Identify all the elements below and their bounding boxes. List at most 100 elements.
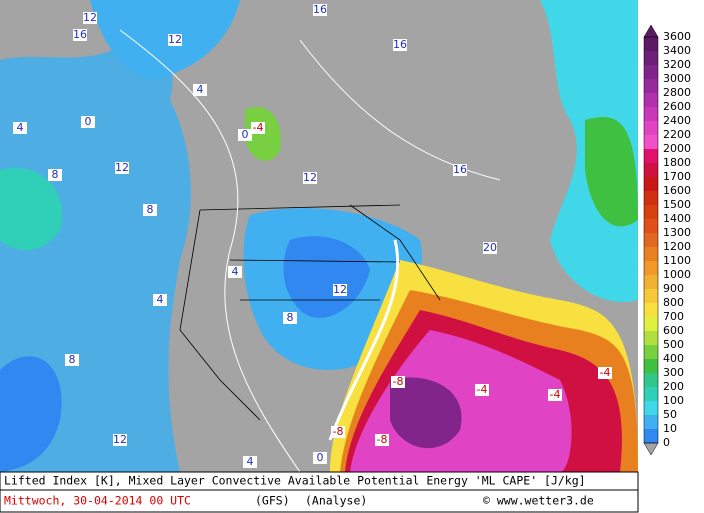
central-us-blue <box>283 236 370 318</box>
map-label: -4 <box>550 388 561 401</box>
colorbar-segment <box>644 65 658 79</box>
colorbar-label: 1600 <box>663 184 691 197</box>
map-label: 12 <box>303 171 317 184</box>
map-label-box <box>115 162 129 174</box>
map-label: -8 <box>333 425 344 438</box>
colorbar-label: 1800 <box>663 156 691 169</box>
colorbar-segment <box>644 149 658 163</box>
map-label-box <box>48 169 62 181</box>
map-label-box <box>391 376 405 388</box>
map-label: 0 <box>317 451 324 464</box>
atlantic-green <box>585 116 638 227</box>
colorbar-segment <box>644 429 658 443</box>
colorbar-segment <box>644 191 658 205</box>
map-label: 16 <box>73 28 87 41</box>
colorbar-label: 1400 <box>663 212 691 225</box>
map-label-box <box>228 266 242 278</box>
map-label: 16 <box>313 3 327 16</box>
map-label: 8 <box>147 203 154 216</box>
borders <box>179 204 441 421</box>
colorbar-segment <box>644 415 658 429</box>
map-label: 8 <box>287 311 294 324</box>
colorbar-segment <box>644 275 658 289</box>
map-label: 0 <box>242 128 249 141</box>
map-label: 16 <box>453 163 467 176</box>
map-label: 4 <box>232 265 239 278</box>
colorbar-label: 300 <box>663 366 684 379</box>
colorbar-label: 3000 <box>663 72 691 85</box>
caption-analysis: (Analyse) <box>305 494 367 508</box>
colorbar-label: 200 <box>663 380 684 393</box>
colorbar-segment <box>644 359 658 373</box>
colorbar-label: 1000 <box>663 268 691 281</box>
colorbar-frame <box>643 36 659 444</box>
colorbar-segment <box>644 401 658 415</box>
map-label: 0 <box>85 115 92 128</box>
caption-box <box>0 471 639 513</box>
map-label-box <box>475 384 489 396</box>
caption-model: (GFS) <box>255 494 290 508</box>
colorbar-label: 1300 <box>663 226 691 239</box>
colorbar-label: 1700 <box>663 170 691 183</box>
map-label-box <box>333 284 347 296</box>
map-label: 4 <box>197 83 204 96</box>
map-label-box <box>393 39 407 51</box>
colorbar-segment <box>644 261 658 275</box>
colorbar-segment <box>644 345 658 359</box>
colorbar-label: 10 <box>663 422 677 435</box>
colorbar-segment <box>644 51 658 65</box>
colorbar-segment <box>644 317 658 331</box>
colorbar-label: 1100 <box>663 254 691 267</box>
pacific-blue <box>0 356 62 472</box>
colorbar-label: 50 <box>663 408 677 421</box>
colorbar-label: 800 <box>663 296 684 309</box>
map-label: 12 <box>115 161 129 174</box>
map-label-box <box>243 456 257 468</box>
map-labels: 12 16 4 8 0 12 16 4 12 8 16 12 4 0 8 4 16 12 20 4 -4 -8 -4 -8 -4… <box>13 3 612 468</box>
colorbar-segment <box>644 163 658 177</box>
colorbar-segment <box>644 233 658 247</box>
colorbar-label: 2200 <box>663 128 691 141</box>
colorbar-segment <box>644 331 658 345</box>
colorbar-segment <box>644 373 658 387</box>
map <box>0 0 638 473</box>
colorbar-label: 3400 <box>663 44 691 57</box>
colorbar-segment <box>644 93 658 107</box>
map-label-box <box>153 294 167 306</box>
colorbar-label: 2000 <box>663 142 691 155</box>
colorbar-label: 600 <box>663 324 684 337</box>
map-label-box <box>598 367 612 379</box>
map-label: -4 <box>600 366 611 379</box>
map-label-box <box>331 426 345 438</box>
map-label-box <box>238 129 252 141</box>
map-label: 8 <box>69 353 76 366</box>
map-label: -8 <box>393 375 404 388</box>
colorbar-label: 2800 <box>663 86 691 99</box>
map-label: 20 <box>483 241 497 254</box>
map-label-box <box>283 312 297 324</box>
map-label: 16 <box>393 38 407 51</box>
map-label-box <box>73 29 87 41</box>
colorbar-label: 1500 <box>663 198 691 211</box>
colorbar-label: 900 <box>663 282 684 295</box>
colorbar-segment <box>644 79 658 93</box>
map-label: -4 <box>253 121 264 134</box>
map-label-box <box>313 452 327 464</box>
map-label: 12 <box>83 11 97 24</box>
colorbar-segment <box>644 107 658 121</box>
colorbar-segment <box>644 37 658 51</box>
colorbar-label: 1200 <box>663 240 691 253</box>
map-label-box <box>303 172 317 184</box>
map-label-box <box>548 389 562 401</box>
map-label-box <box>168 34 182 46</box>
colorbar-segment <box>644 219 658 233</box>
pacific-green <box>0 168 62 250</box>
map-label: -4 <box>477 383 488 396</box>
map-label-box <box>251 122 265 134</box>
colorbar-segment <box>644 387 658 401</box>
colorbar-label: 3600 <box>663 30 691 43</box>
map-label: 12 <box>113 433 127 446</box>
caption-title: Lifted Index [K], Mixed Layer Convective… <box>4 474 586 488</box>
map-label: 4 <box>247 455 254 468</box>
colorbar-segment <box>644 205 658 219</box>
